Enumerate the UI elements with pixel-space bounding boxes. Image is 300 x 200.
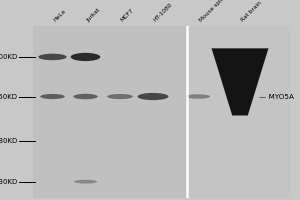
Text: 180KD: 180KD xyxy=(0,138,17,144)
Text: — MYO5A: — MYO5A xyxy=(259,94,294,100)
Text: HT-1080: HT-1080 xyxy=(153,2,174,23)
Text: HeLa: HeLa xyxy=(52,8,67,23)
Ellipse shape xyxy=(137,93,169,100)
Text: MCF7: MCF7 xyxy=(120,7,135,23)
Ellipse shape xyxy=(73,94,98,99)
Ellipse shape xyxy=(107,94,133,99)
Ellipse shape xyxy=(38,54,67,60)
Text: 250KD: 250KD xyxy=(0,94,17,100)
Text: 130KD: 130KD xyxy=(0,179,17,185)
Text: Mouse spleen: Mouse spleen xyxy=(198,0,230,23)
Ellipse shape xyxy=(71,53,100,61)
Bar xyxy=(187,26,291,198)
Ellipse shape xyxy=(186,94,210,99)
Ellipse shape xyxy=(40,94,65,99)
Polygon shape xyxy=(212,48,268,115)
Text: Jurkat: Jurkat xyxy=(85,7,101,23)
Bar xyxy=(33,26,187,198)
Text: Rat brain: Rat brain xyxy=(240,0,262,23)
Text: 300KD: 300KD xyxy=(0,54,17,60)
Ellipse shape xyxy=(74,180,97,184)
